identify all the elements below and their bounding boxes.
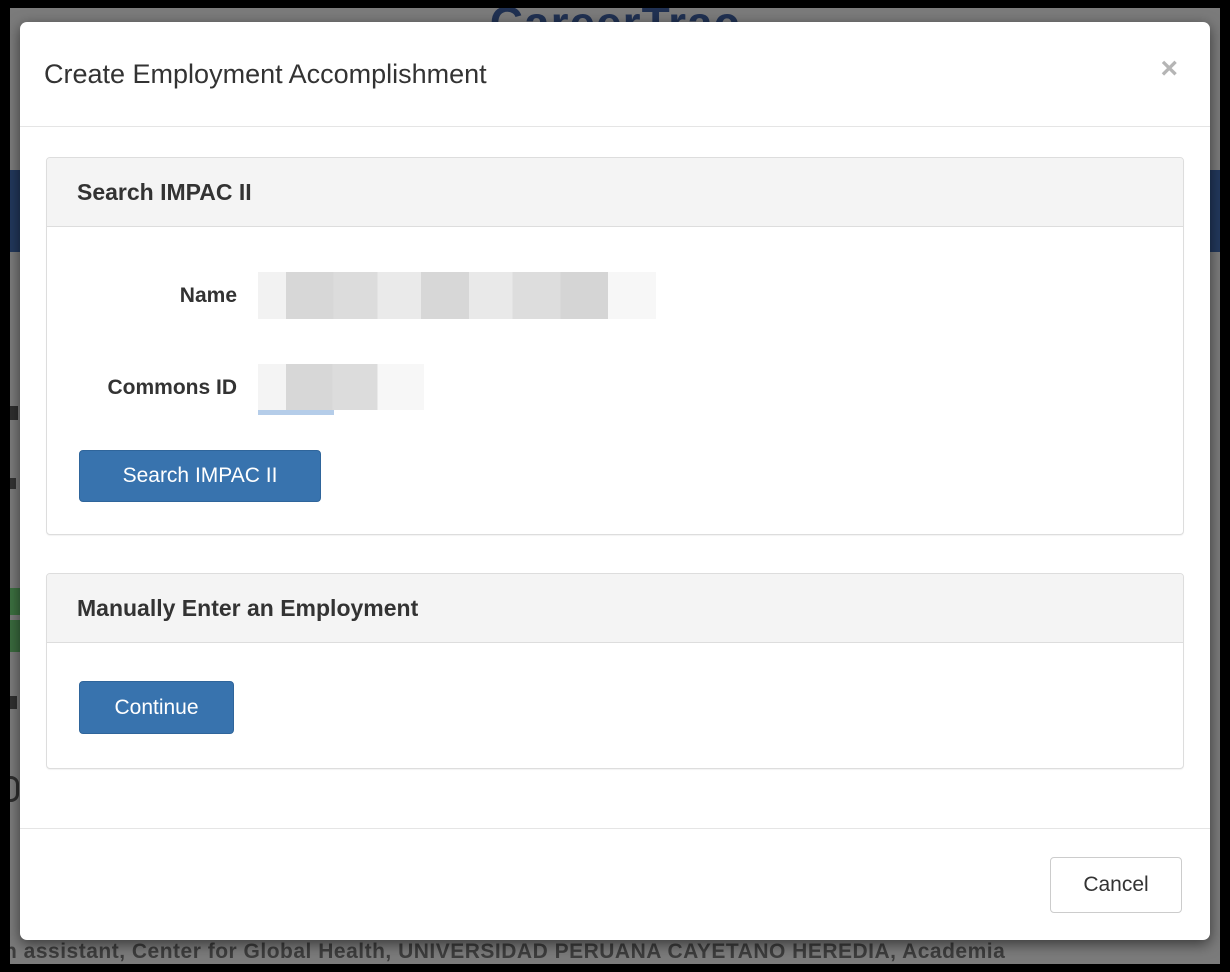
commons-id-field-wrap <box>258 364 424 415</box>
search-panel-body: Name Commons ID Search IMPAC II <box>47 227 1183 534</box>
search-impac-panel: Search IMPAC II Name Commons ID Search I… <box>46 157 1184 535</box>
background-text-fragment <box>10 696 17 709</box>
search-panel-heading: Search IMPAC II <box>47 158 1183 227</box>
commons-id-label: Commons ID <box>107 376 237 399</box>
name-label: Name <box>179 284 237 307</box>
modal-header: Create Employment Accomplishment × <box>20 22 1210 127</box>
background-green-fragment <box>10 620 23 652</box>
background-page-text: h assistant, Center for Global Health, U… <box>10 940 1006 963</box>
background-text-fragment <box>10 406 18 420</box>
modal-body: Search IMPAC II Name Commons ID Search I… <box>20 127 1210 769</box>
name-field-row: Name <box>47 272 1183 319</box>
commons-id-field-redacted[interactable] <box>258 364 424 410</box>
background-text-fragment <box>10 776 19 802</box>
modal-title: Create Employment Accomplishment <box>44 58 487 89</box>
continue-button[interactable]: Continue <box>79 681 234 734</box>
manual-panel-body: Continue <box>47 643 1183 768</box>
create-employment-modal: Create Employment Accomplishment × Searc… <box>20 22 1210 940</box>
manual-panel-heading: Manually Enter an Employment <box>47 574 1183 643</box>
close-icon[interactable]: × <box>1160 52 1178 85</box>
name-field-redacted[interactable] <box>258 272 656 319</box>
commons-id-underline <box>258 410 334 415</box>
manual-entry-panel: Manually Enter an Employment Continue <box>46 573 1184 769</box>
background-green-fragment <box>10 588 23 615</box>
search-impac-button[interactable]: Search IMPAC II <box>79 450 321 502</box>
cancel-button[interactable]: Cancel <box>1050 856 1182 913</box>
commons-id-field-row: Commons ID <box>47 364 1183 415</box>
modal-footer: Cancel <box>20 828 1210 940</box>
background-text-fragment <box>10 478 16 489</box>
